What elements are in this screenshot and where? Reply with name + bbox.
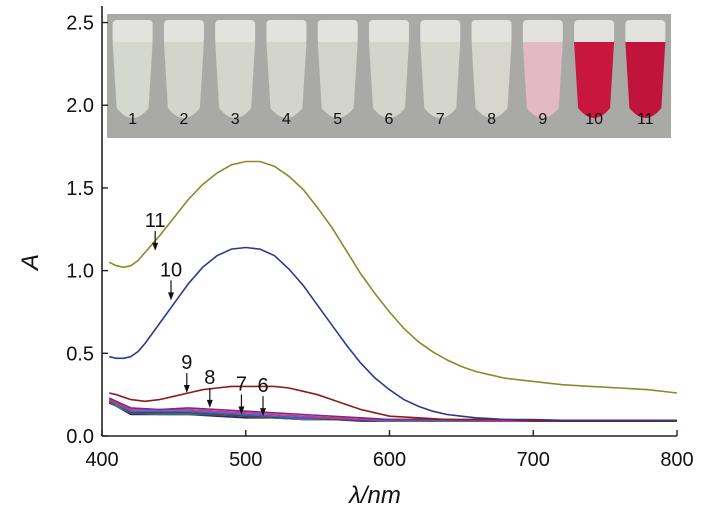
annotation-arrow-head (183, 385, 190, 393)
tube-cap (369, 20, 409, 44)
series-line-10 (109, 246, 677, 422)
x-tick-label: 500 (229, 449, 262, 471)
tube-cap (471, 20, 512, 44)
y-tick-label: 1.0 (66, 261, 94, 283)
y-tick-label: 0.0 (66, 426, 94, 448)
tube-solution (112, 42, 153, 118)
tube-number-label: 5 (333, 111, 342, 128)
annotation-9: 9 (181, 352, 192, 393)
tube-10: 10 (574, 20, 615, 128)
annotation-7: 7 (236, 374, 247, 415)
y-tick-label: 0.5 (66, 343, 94, 365)
tube-solution (420, 42, 461, 118)
series-line-9 (109, 385, 677, 422)
tube-cap (420, 20, 461, 44)
series-line-7 (108, 398, 677, 422)
tube-cap (574, 20, 615, 44)
tube-3: 3 (215, 20, 256, 128)
annotation-10: 10 (160, 259, 182, 301)
tube-solution (625, 42, 666, 118)
tube-number-label: 11 (637, 111, 654, 128)
annotation-arrow-head (238, 406, 245, 415)
tube-solution (266, 42, 307, 118)
curve-annotations: 11 10 98 7 6 (145, 210, 269, 417)
tube-cap (625, 20, 666, 44)
tube-number-label: 7 (436, 111, 445, 128)
tube-number-label: 2 (179, 111, 188, 128)
tube-solution (215, 42, 256, 118)
inset-photo-tubes: 1 2 3 4 5 6 7 8 9 10 11 (107, 14, 671, 138)
tube-cap (215, 20, 256, 44)
curve-label: 8 (204, 367, 215, 389)
tube-9: 9 (522, 20, 563, 128)
annotation-11: 11 (145, 210, 166, 251)
tube-8: 8 (471, 20, 512, 128)
tube-solution (574, 42, 615, 118)
tube-solution (369, 42, 409, 118)
tube-number-label: 9 (538, 111, 547, 128)
x-axis-title: λ/nm (347, 482, 401, 509)
y-axis-title: A (17, 254, 44, 272)
tube-2: 2 (163, 20, 204, 128)
annotation-arrow-head (260, 408, 266, 417)
x-tick-label: 700 (517, 449, 550, 471)
tube-4: 4 (266, 20, 307, 128)
tube-solution (317, 42, 358, 118)
annotation-8: 8 (204, 367, 215, 408)
curve-label: 10 (160, 259, 182, 281)
y-tick-label: 2.5 (66, 13, 94, 35)
tube-number-label: 1 (128, 111, 137, 128)
annotation-arrow-head (168, 292, 174, 301)
y-tick-label: 2.0 (66, 95, 94, 117)
x-tick-label: 800 (660, 449, 693, 471)
tube-number-label: 8 (487, 111, 496, 128)
tube-number-label: 10 (585, 111, 603, 128)
curve-label: 6 (257, 375, 268, 397)
tube-11: 11 (625, 20, 666, 128)
x-tick-label: 600 (373, 449, 406, 471)
curve-label: 7 (236, 374, 247, 396)
annotation-arrow-head (206, 399, 213, 408)
curve-label: 11 (145, 210, 166, 232)
x-tick-label: 400 (85, 449, 118, 471)
annotation-6: 6 (257, 375, 269, 417)
tube-cap (317, 20, 358, 44)
curve-label: 9 (181, 352, 192, 374)
plot-area (108, 160, 678, 422)
tube-number-label: 3 (231, 111, 240, 128)
tube-cap (163, 20, 204, 44)
tube-1: 1 (112, 20, 153, 128)
tube-6: 6 (369, 20, 409, 128)
axis-ticks: 400 500 600 700 800 0.0 0.5 1.0 1.5 2.0 2.5 (66, 13, 694, 471)
tube-solution (163, 42, 204, 118)
tube-solution (522, 42, 563, 118)
y-tick-label: 1.5 (66, 178, 94, 200)
tube-5: 5 (317, 20, 358, 128)
tube-number-label: 6 (385, 111, 394, 128)
tube-cap (266, 20, 307, 44)
tube-7: 7 (420, 20, 461, 128)
annotation-arrow-head (152, 242, 159, 251)
tube-number-label: 4 (282, 111, 291, 128)
tube-cap (522, 20, 563, 44)
tube-cap (112, 20, 153, 44)
series-line-11 (108, 160, 678, 394)
tube-solution (471, 42, 512, 118)
